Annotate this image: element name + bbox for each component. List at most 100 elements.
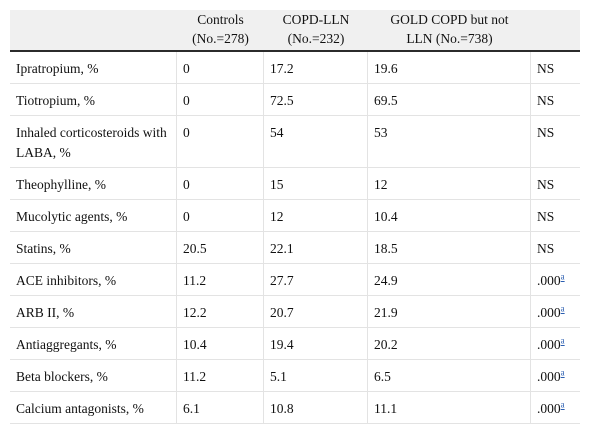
cell-p-value: .000a bbox=[531, 296, 580, 328]
cell-gold-copd-text: 20.2 bbox=[374, 337, 398, 352]
cell-controls-text: 6.1 bbox=[183, 401, 200, 416]
cell-controls-text: 11.2 bbox=[183, 369, 207, 384]
cell-controls-text: 0 bbox=[183, 61, 190, 76]
cell-gold-copd-text: 11.1 bbox=[374, 401, 398, 416]
cell-copd-lln: 20.7 bbox=[264, 296, 368, 328]
cell-p-value-text: NS bbox=[537, 177, 555, 192]
table-row: Ipratropium, % 0 17.2 19.6 NS bbox=[10, 52, 580, 84]
cell-copd-lln-text: 19.4 bbox=[270, 337, 294, 352]
table-row: Inhaled corticosteroids with LABA, % 0 54 5… bbox=[10, 116, 580, 168]
cell-gold-copd-text: 6.5 bbox=[374, 369, 391, 384]
cell-gold-copd-text: 53 bbox=[374, 125, 388, 140]
cell-controls: 0 bbox=[177, 200, 264, 232]
cell-gold-copd: 12 bbox=[368, 168, 531, 200]
header-copd-lln-line1: COPD-LLN bbox=[282, 12, 350, 27]
cell-gold-copd-text: 24.9 bbox=[374, 273, 398, 288]
cell-gold-copd: 18.5 bbox=[368, 232, 531, 264]
row-label-text: Inhaled corticosteroids with LABA, % bbox=[16, 125, 167, 160]
header-copd-lln-line2: (No.=232) bbox=[287, 31, 345, 46]
row-label: Antiaggregants, % bbox=[10, 328, 177, 360]
row-label: Calcium antagonists, % bbox=[10, 392, 177, 424]
cell-copd-lln: 5.1 bbox=[264, 360, 368, 392]
cell-controls: 0 bbox=[177, 116, 264, 168]
row-label-text: Statins, % bbox=[16, 241, 71, 256]
row-label: Statins, % bbox=[10, 232, 177, 264]
cell-gold-copd: 53 bbox=[368, 116, 531, 168]
cell-gold-copd: 69.5 bbox=[368, 84, 531, 116]
cell-controls-text: 11.2 bbox=[183, 273, 207, 288]
cell-p-value-text: .000 bbox=[537, 401, 561, 416]
footnote-link[interactable]: a bbox=[560, 271, 565, 282]
cell-controls: 10.4 bbox=[177, 328, 264, 360]
cell-p-value-text: NS bbox=[537, 241, 555, 256]
cell-gold-copd: 19.6 bbox=[368, 52, 531, 84]
header-controls-line1: Controls bbox=[197, 12, 244, 27]
table-row: Calcium antagonists, % 6.1 10.8 11.1 .000a bbox=[10, 392, 580, 424]
footnote-link[interactable]: a bbox=[560, 335, 565, 346]
table-row: Theophylline, % 0 15 12 NS bbox=[10, 168, 580, 200]
cell-p-value-text: .000 bbox=[537, 305, 561, 320]
cell-copd-lln-text: 10.8 bbox=[270, 401, 294, 416]
cell-controls-text: 10.4 bbox=[183, 337, 207, 352]
cell-copd-lln: 10.8 bbox=[264, 392, 368, 424]
cell-copd-lln: 12 bbox=[264, 200, 368, 232]
row-label-text: Antiaggregants, % bbox=[16, 337, 117, 352]
cell-p-value: .000a bbox=[531, 360, 580, 392]
row-label-text: Calcium antagonists, % bbox=[16, 401, 144, 416]
cell-gold-copd-text: 18.5 bbox=[374, 241, 398, 256]
cell-copd-lln-text: 22.1 bbox=[270, 241, 294, 256]
cell-gold-copd-text: 21.9 bbox=[374, 305, 398, 320]
row-label: ARB II, % bbox=[10, 296, 177, 328]
header-gold-copd: GOLD COPD but not LLN (No.=738) bbox=[368, 10, 531, 52]
footnote-link[interactable]: a bbox=[560, 399, 565, 410]
table-body: Ipratropium, % 0 17.2 19.6 NS Tiotropium, % 0 7… bbox=[10, 52, 580, 424]
cell-p-value: NS bbox=[531, 84, 580, 116]
cell-gold-copd: 20.2 bbox=[368, 328, 531, 360]
cell-p-value-text: NS bbox=[537, 209, 555, 224]
cell-controls: 11.2 bbox=[177, 264, 264, 296]
cell-p-value-text: .000 bbox=[537, 337, 561, 352]
table-row: Beta blockers, % 11.2 5.1 6.5 .000a bbox=[10, 360, 580, 392]
cell-p-value: .000a bbox=[531, 328, 580, 360]
cell-gold-copd-text: 12 bbox=[374, 177, 388, 192]
footnote-link[interactable]: a bbox=[560, 367, 565, 378]
row-label-text: Theophylline, % bbox=[16, 177, 106, 192]
cell-p-value-text: NS bbox=[537, 61, 555, 76]
cell-copd-lln-text: 20.7 bbox=[270, 305, 294, 320]
header-controls-line2: (No.=278) bbox=[192, 31, 249, 46]
cell-p-value: NS bbox=[531, 52, 580, 84]
cell-copd-lln: 72.5 bbox=[264, 84, 368, 116]
cell-gold-copd-text: 10.4 bbox=[374, 209, 398, 224]
cell-gold-copd: 21.9 bbox=[368, 296, 531, 328]
cell-gold-copd: 10.4 bbox=[368, 200, 531, 232]
cell-p-value: .000a bbox=[531, 264, 580, 296]
table-row: Tiotropium, % 0 72.5 69.5 NS bbox=[10, 84, 580, 116]
cell-controls: 12.2 bbox=[177, 296, 264, 328]
cell-copd-lln-text: 15 bbox=[270, 177, 284, 192]
header-p-value bbox=[531, 10, 580, 52]
cell-controls-text: 0 bbox=[183, 209, 190, 224]
cell-controls-text: 0 bbox=[183, 177, 190, 192]
row-label-text: Ipratropium, % bbox=[16, 61, 99, 76]
row-label-text: ARB II, % bbox=[16, 305, 75, 320]
cell-copd-lln-text: 72.5 bbox=[270, 93, 294, 108]
cell-copd-lln: 54 bbox=[264, 116, 368, 168]
cell-copd-lln-text: 5.1 bbox=[270, 369, 287, 384]
cell-p-value: NS bbox=[531, 200, 580, 232]
row-label-text: Beta blockers, % bbox=[16, 369, 108, 384]
cell-controls: 0 bbox=[177, 168, 264, 200]
row-label-text: Tiotropium, % bbox=[16, 93, 96, 108]
row-label: Beta blockers, % bbox=[10, 360, 177, 392]
footnote-link[interactable]: a bbox=[560, 303, 565, 314]
cell-p-value: NS bbox=[531, 232, 580, 264]
table-row: Antiaggregants, % 10.4 19.4 20.2 .000a bbox=[10, 328, 580, 360]
header-controls: Controls (No.=278) bbox=[177, 10, 264, 52]
row-label: Ipratropium, % bbox=[10, 52, 177, 84]
cell-copd-lln: 15 bbox=[264, 168, 368, 200]
cell-controls: 20.5 bbox=[177, 232, 264, 264]
header-copd-lln: COPD-LLN (No.=232) bbox=[264, 10, 368, 52]
table-row: ACE inhibitors, % 11.2 27.7 24.9 .000a bbox=[10, 264, 580, 296]
cell-gold-copd: 11.1 bbox=[368, 392, 531, 424]
cell-controls-text: 20.5 bbox=[183, 241, 207, 256]
cell-gold-copd: 6.5 bbox=[368, 360, 531, 392]
